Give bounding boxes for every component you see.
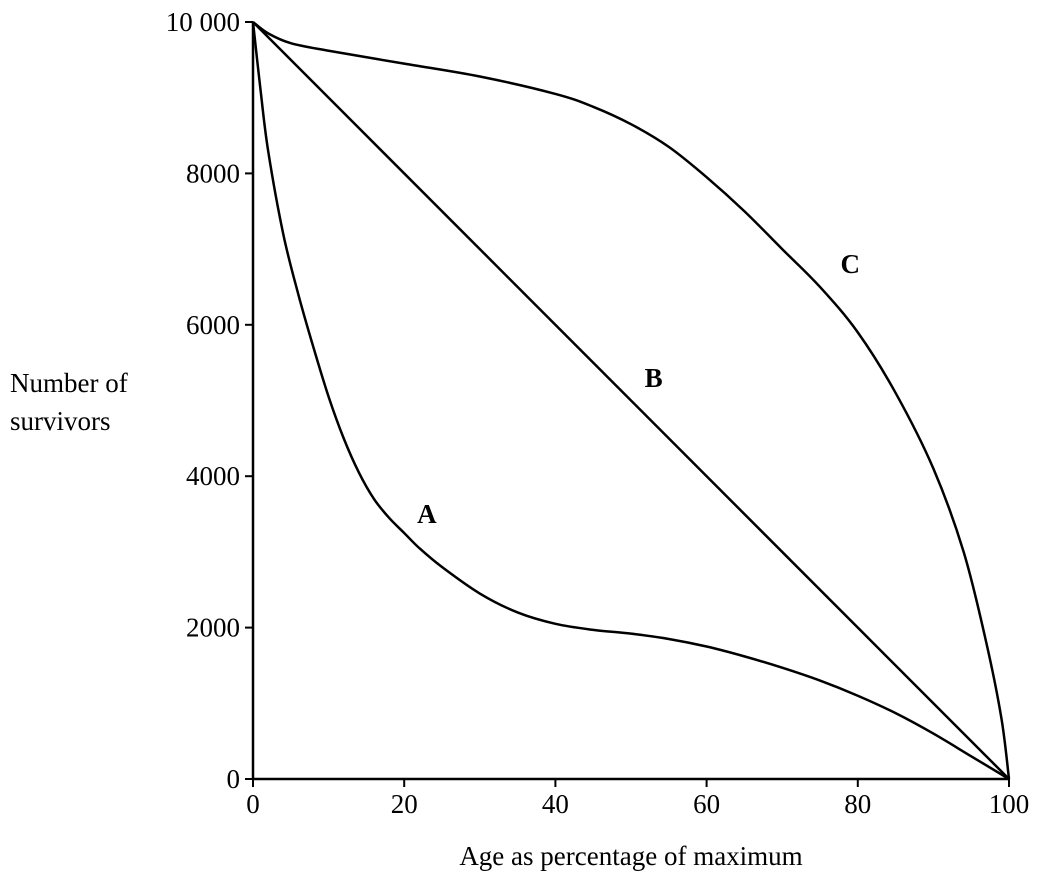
curves-group [251,21,1011,781]
x-axis-label: Age as percentage of maximum [459,841,802,871]
curve-labels-group: A B C [417,249,860,529]
axes-group [251,22,1009,781]
y-ticks-group: 0 2000 4000 6000 8000 10 000 [166,7,253,794]
curve-b [252,21,1010,780]
y-tick-label: 10 000 [166,7,240,37]
x-tick-label: 0 [246,789,260,819]
curve-label-b: B [645,363,663,393]
curve-c [252,21,1011,780]
y-tick-label: 4000 [186,461,240,491]
x-ticks-group: 0 20 40 60 80 100 [246,779,1029,819]
x-tick-label: 80 [844,789,871,819]
y-axis-label-line-2: survivors [10,406,111,436]
x-tick-label: 20 [391,789,418,819]
y-tick-label: 8000 [186,158,240,188]
x-tick-label: 100 [989,789,1030,819]
curve-label-a: A [417,499,437,529]
y-axis-label-line-1: Number of [10,368,128,398]
y-tick-label: 0 [227,764,241,794]
curve-a [251,21,1010,781]
curve-label-c: C [840,249,860,279]
x-tick-label: 60 [693,789,720,819]
y-tick-label: 2000 [186,613,240,643]
y-tick-label: 6000 [186,310,240,340]
x-tick-label: 40 [542,789,569,819]
